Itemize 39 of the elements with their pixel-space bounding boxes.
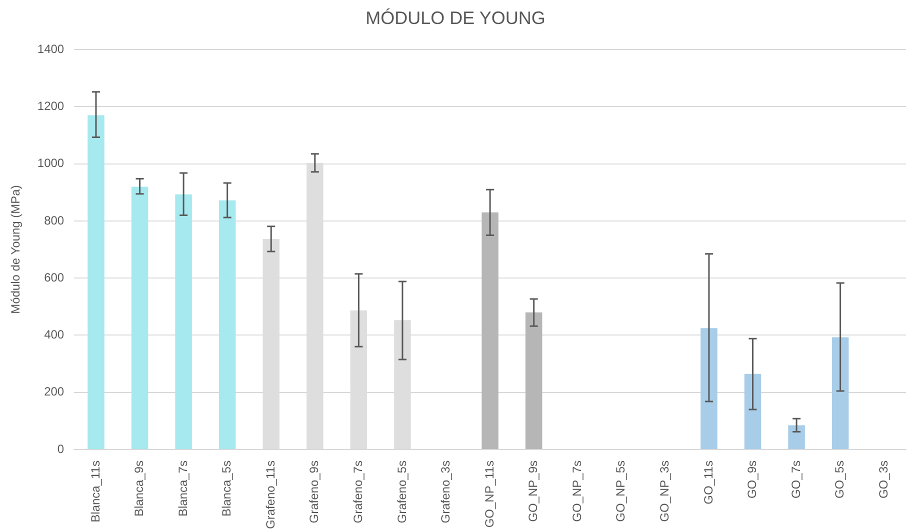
- y-tick-label: 1400: [37, 42, 64, 56]
- x-tick-label: Blanca_5s: [220, 460, 234, 517]
- bar: [744, 374, 762, 450]
- x-tick-label: Blanca_9s: [132, 460, 146, 517]
- x-tick-label: GO_7s: [788, 460, 803, 499]
- x-tick-label: GO_NP_9s: [526, 460, 540, 522]
- y-tick-label: 0: [57, 442, 64, 456]
- y-tick-label: 200: [44, 384, 64, 399]
- y-tick-label: 1200: [37, 99, 64, 114]
- bar: [482, 212, 498, 450]
- x-tick-label: GO_9s: [745, 460, 760, 499]
- bar: [832, 337, 849, 450]
- x-tick-label: GO_NP_5s: [614, 460, 628, 522]
- y-tick-label: 1000: [37, 156, 64, 170]
- bar: [788, 425, 805, 450]
- y-tick-label: 600: [44, 270, 64, 284]
- chart-title: MÓDULO DE YOUNG: [366, 8, 546, 28]
- y-axis-title: Módulo de Young (MPa): [8, 185, 23, 314]
- bar: [175, 194, 192, 450]
- x-tick-label: GO_5s: [832, 460, 847, 499]
- x-tick-label: Grafeno_11s: [263, 460, 278, 530]
- x-tick-label: GO_NP_3s: [658, 460, 672, 522]
- bar: [700, 328, 718, 450]
- bar: [88, 115, 104, 450]
- x-tick-label: Grafeno_3s: [438, 460, 453, 524]
- x-tick-label: GO_NP_7s: [570, 460, 584, 522]
- x-tick-label: GO_11s: [701, 460, 716, 504]
- bar: [131, 186, 148, 450]
- bar: [218, 200, 236, 450]
- bar: [525, 312, 542, 450]
- x-tick-label: Grafeno_9s: [307, 460, 322, 524]
- x-tick-label: Blanca_11s: [88, 460, 102, 522]
- x-tick-label: Grafeno_5s: [394, 460, 409, 524]
- x-tick-label: GO_NP_11s: [482, 460, 496, 528]
- y-tick-label: 800: [44, 213, 64, 228]
- x-tick-label: Grafeno_7s: [351, 460, 366, 524]
- x-tick-label: GO_3s: [876, 460, 890, 499]
- x-tick-label: Blanca_7s: [176, 460, 190, 517]
- y-tick-label: 400: [44, 328, 64, 342]
